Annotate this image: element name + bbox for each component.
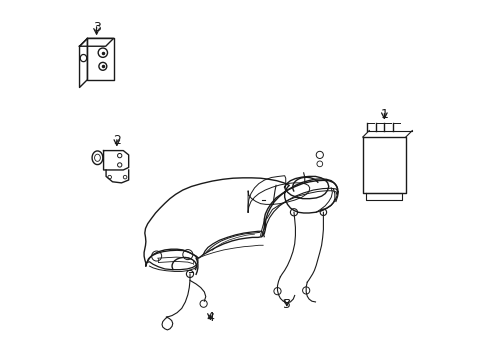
Text: 3: 3 <box>92 21 101 34</box>
Text: 4: 4 <box>206 311 214 324</box>
Text: 5: 5 <box>282 298 290 311</box>
Text: 2: 2 <box>113 134 121 147</box>
Text: 1: 1 <box>380 108 387 121</box>
